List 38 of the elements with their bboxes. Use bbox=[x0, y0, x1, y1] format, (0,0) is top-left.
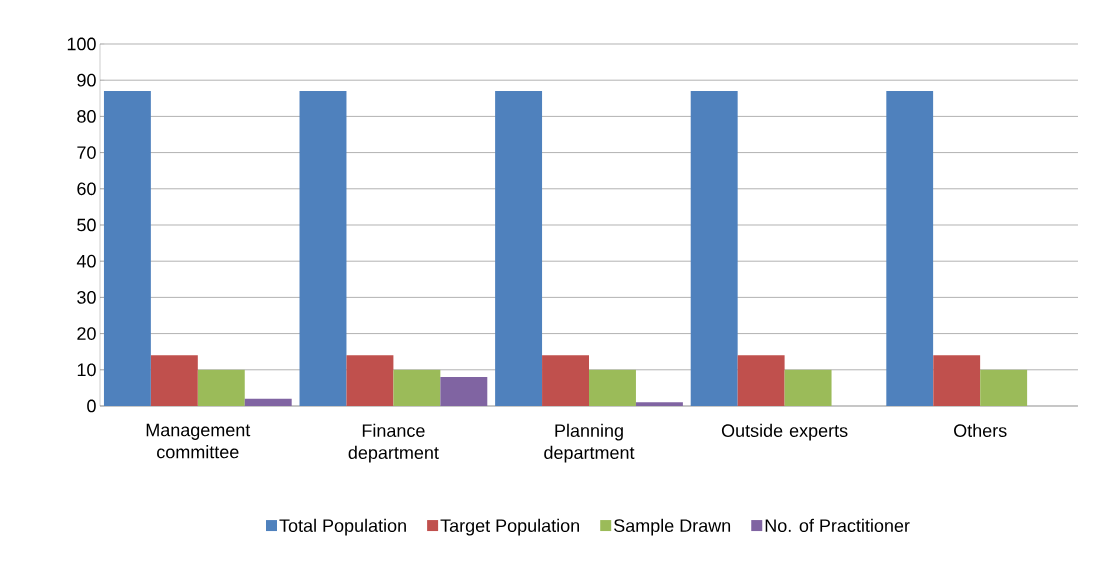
bar bbox=[737, 355, 785, 406]
bar bbox=[244, 398, 292, 406]
bar bbox=[886, 91, 934, 406]
y-tick-label: 100 bbox=[67, 37, 96, 51]
bar bbox=[299, 91, 347, 406]
bar bbox=[933, 355, 981, 406]
bar bbox=[393, 369, 441, 406]
bar bbox=[495, 91, 543, 406]
x-tick-label: Planning department bbox=[544, 423, 635, 463]
y-tick-label: 40 bbox=[76, 254, 96, 268]
bar bbox=[346, 355, 394, 406]
x-tick-label: Finance department bbox=[348, 423, 439, 463]
legend-label: No. of Practitioner bbox=[765, 518, 910, 532]
y-tick-label: 90 bbox=[77, 73, 96, 87]
x-tick-label: Others bbox=[954, 423, 1007, 437]
bar bbox=[784, 369, 832, 406]
bar bbox=[542, 355, 589, 406]
x-tick-label: Management committee bbox=[146, 423, 251, 459]
y-tick-label: 60 bbox=[77, 182, 96, 196]
bar bbox=[589, 369, 636, 406]
bar bbox=[150, 355, 198, 406]
bar bbox=[980, 369, 1028, 406]
bar bbox=[635, 402, 683, 406]
legend-label: Sample Drawn bbox=[614, 518, 731, 536]
bar bbox=[690, 91, 738, 406]
y-tick-label: 50 bbox=[77, 218, 96, 232]
y-tick-label: 20 bbox=[77, 327, 96, 340]
bar bbox=[440, 377, 488, 406]
y-tick-label: 80 bbox=[77, 110, 96, 123]
bar bbox=[103, 91, 151, 406]
y-tick-label: 70 bbox=[77, 146, 96, 159]
y-tick-label: 30 bbox=[77, 291, 96, 304]
y-tick-label: 0 bbox=[87, 399, 96, 413]
legend-label: Target Population bbox=[440, 518, 579, 536]
bar bbox=[197, 369, 245, 406]
y-tick-label: 10 bbox=[77, 363, 96, 377]
x-tick-label: Outside experts bbox=[721, 423, 848, 441]
legend-label: Total Population bbox=[279, 518, 406, 536]
